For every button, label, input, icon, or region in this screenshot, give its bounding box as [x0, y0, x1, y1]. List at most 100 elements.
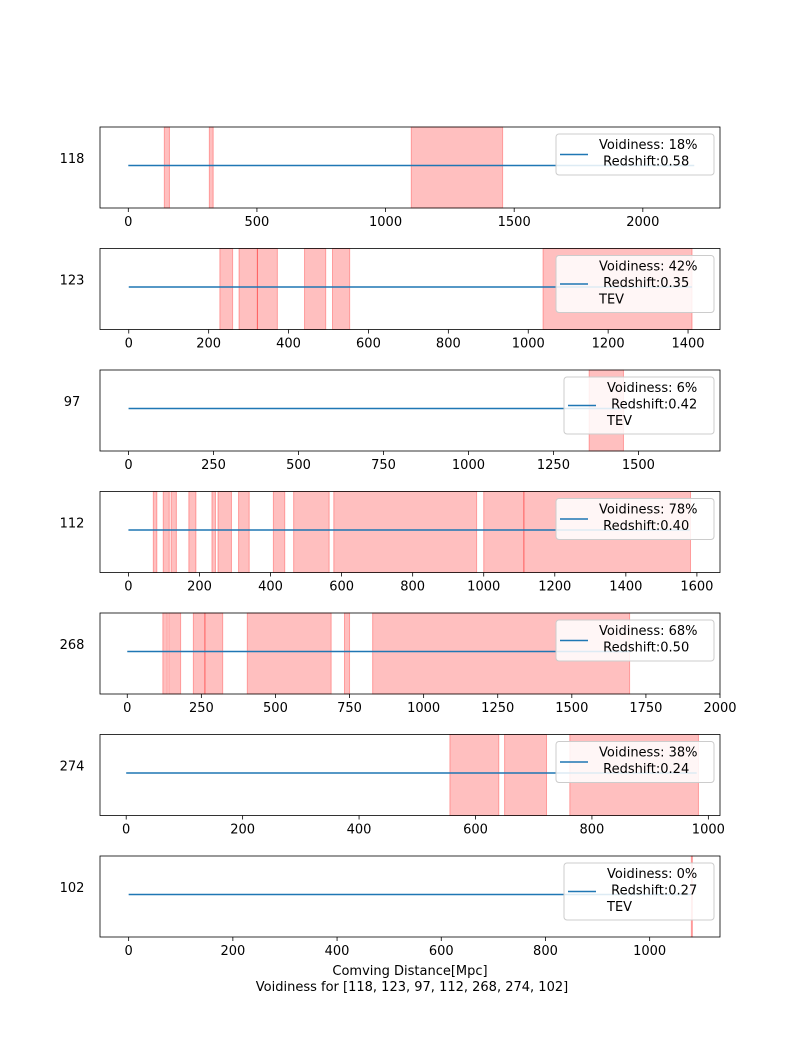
- legend-text: Redshift:0.58: [599, 155, 689, 170]
- x-tick-label: 800: [400, 580, 425, 595]
- x-tick-label: 1400: [609, 580, 642, 595]
- x-tick-label: 1500: [622, 458, 655, 473]
- x-tick-label: 800: [436, 337, 461, 352]
- x-tick-label: 1000: [692, 823, 725, 838]
- void-span: [204, 612, 224, 695]
- panel-102: 0 200 400 600 800 1000 102 Voidiness: 0% Redshi…: [60, 855, 721, 959]
- void-span: [238, 491, 250, 573]
- legend-text: Redshift:0.40: [599, 519, 689, 534]
- x-tick-label: 400: [325, 944, 350, 959]
- x-tick-label: 800: [580, 823, 605, 838]
- void-span: [162, 491, 170, 573]
- void-span: [483, 491, 525, 573]
- panel-label: 274: [60, 760, 85, 775]
- void-span: [332, 248, 351, 330]
- x-tick-label: 2000: [626, 215, 659, 230]
- x-tick-label: 1250: [481, 701, 514, 716]
- x-tick-label: 2000: [703, 701, 736, 716]
- void-span: [163, 126, 170, 209]
- void-span: [192, 612, 206, 695]
- panel-268: 0 250 500 750 1000 1250 1500 1750 2000 268 Voidine…: [60, 612, 737, 716]
- legend-text: Redshift:0.42: [607, 398, 697, 413]
- x-tick-label: 200: [220, 944, 245, 959]
- x-tick-label: 400: [258, 580, 283, 595]
- panel-123: 0 200 400 600 800 1000 1200 1400 123 Voidiness: 4…: [60, 248, 721, 352]
- legend: Voidiness: 38% Redshift:0.24: [555, 741, 715, 783]
- panel-118: 0 500 1000 1500 2000 118 Voidiness: 18% Redshi…: [60, 126, 721, 230]
- legend-text: Voidiness: 0%: [607, 867, 697, 882]
- void-span: [152, 491, 158, 573]
- legend-box: [563, 862, 715, 921]
- x-tick-label: 600: [329, 580, 354, 595]
- x-tick-label: 0: [124, 215, 132, 230]
- x-tick-label: 600: [463, 823, 488, 838]
- legend-text: Voidiness: 18%: [599, 138, 698, 153]
- x-tick-label: 0: [122, 823, 130, 838]
- panel-label: 102: [60, 881, 85, 896]
- panel-label: 123: [60, 274, 85, 289]
- void-span: [344, 612, 351, 695]
- x-tick-label: 1000: [452, 458, 485, 473]
- void-span: [410, 126, 504, 209]
- void-span: [162, 612, 168, 695]
- x-tick-label: 1000: [369, 215, 402, 230]
- legend-text: Redshift:0.35: [599, 276, 689, 291]
- axes-frame: [99, 734, 721, 816]
- void-span: [168, 612, 182, 695]
- x-tick-label: 500: [286, 458, 311, 473]
- x-tick-label: 1400: [671, 337, 704, 352]
- x-axis-label: Comving Distance[Mpc]: [332, 964, 487, 979]
- void-span: [333, 491, 478, 573]
- void-span: [449, 734, 500, 816]
- x-tick-label: 200: [196, 337, 221, 352]
- legend: Voidiness: 78% Redshift:0.40: [555, 498, 715, 540]
- axes-frame: [99, 491, 721, 573]
- x-tick-label: 400: [276, 337, 301, 352]
- x-tick-label: 0: [124, 458, 132, 473]
- panel-label: 97: [64, 395, 81, 410]
- legend-text: Voidiness: 6%: [607, 381, 697, 396]
- x-tick-label: 1250: [537, 458, 570, 473]
- axes-frame: [99, 612, 721, 695]
- void-span: [504, 734, 548, 816]
- void-span: [211, 491, 216, 573]
- void-span: [293, 491, 330, 573]
- x-tick-label: 0: [125, 337, 133, 352]
- x-tick-label: 250: [189, 701, 214, 716]
- axes-frame: [99, 248, 721, 330]
- legend-box: [555, 255, 715, 313]
- legend-box: [555, 133, 715, 176]
- x-tick-label: 1200: [538, 580, 571, 595]
- panel-label: 118: [60, 152, 85, 167]
- x-tick-label: 0: [125, 944, 133, 959]
- void-span: [170, 491, 177, 573]
- x-tick-label: 1750: [629, 701, 662, 716]
- x-tick-label: 400: [347, 823, 372, 838]
- legend-text: Redshift:0.27: [607, 884, 697, 899]
- x-tick-label: 800: [533, 944, 558, 959]
- void-span: [246, 612, 332, 695]
- void-span: [219, 248, 234, 330]
- x-tick-label: 750: [337, 701, 362, 716]
- x-tick-label: 750: [371, 458, 396, 473]
- legend-text: Voidiness: 42%: [599, 260, 698, 275]
- x-tick-label: 1000: [633, 944, 666, 959]
- void-span: [208, 126, 214, 209]
- panel-97: 0 250 500 750 1000 1250 1500 97 Voidiness: 6% Re…: [64, 369, 721, 473]
- legend-text: TEV: [606, 900, 632, 915]
- legend-text: Voidiness: 68%: [599, 624, 698, 639]
- axes-frame: [99, 855, 721, 938]
- x-tick-label: 600: [356, 337, 381, 352]
- legend: Voidiness: 68% Redshift:0.50: [555, 619, 715, 662]
- legend-text: TEV: [598, 293, 624, 308]
- x-tick-label: 1000: [407, 701, 440, 716]
- x-tick-label: 1000: [467, 580, 500, 595]
- legend-text: Voidiness: 78%: [599, 503, 698, 518]
- axes-frame: [99, 369, 721, 452]
- x-tick-label: 1500: [555, 701, 588, 716]
- x-tick-label: 0: [124, 580, 132, 595]
- void-span: [256, 248, 278, 330]
